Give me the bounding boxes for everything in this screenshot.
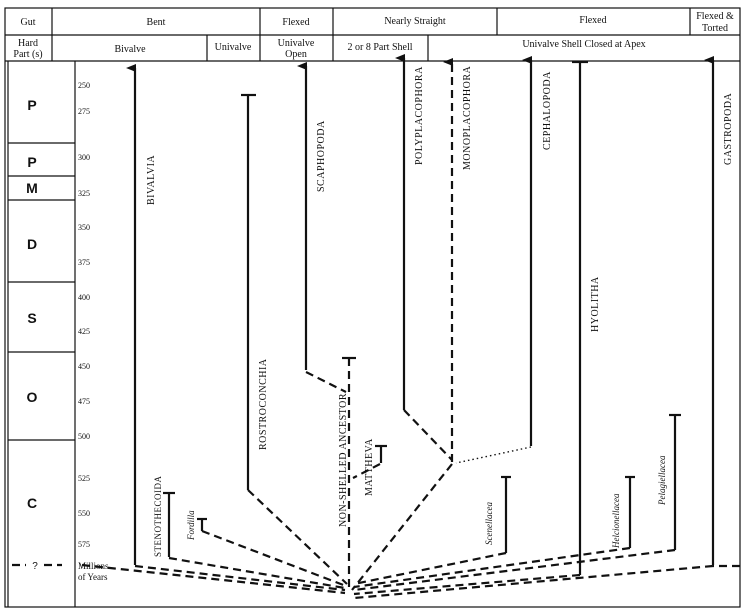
label-polyplacophora: POLYPLACOPHORA xyxy=(414,66,425,165)
hard-bivalve: Bivalve xyxy=(114,44,146,55)
period-silurian: S xyxy=(27,310,36,326)
period-mississippian: M xyxy=(26,180,38,196)
label-bivalvia: BIVALVIA xyxy=(146,155,157,205)
label-non-shelled-ancestor: NON-SHELLED ANCESTOR xyxy=(338,393,349,527)
label-helcionellacea: Helcionellacea xyxy=(611,493,621,549)
gut-nearly-straight: Nearly Straight xyxy=(384,16,446,27)
gut-flexed-torted: Flexed & xyxy=(696,11,734,22)
hard-univalve-closed: Univalve Shell Closed at Apex xyxy=(522,39,645,50)
gut-bent: Bent xyxy=(147,17,166,28)
label-fordilla: Fordilla xyxy=(186,510,196,541)
hard-univalve-open: Univalve xyxy=(278,38,315,49)
age-tick-label: 575 xyxy=(78,540,90,549)
hard-parts-label: Hard xyxy=(18,38,38,49)
label-hyolitha: HYOLITHA xyxy=(590,276,601,332)
period-permian: P xyxy=(27,97,36,113)
gut-flexed: Flexed xyxy=(282,17,309,28)
age-tick-label: 500 xyxy=(78,432,90,441)
age-tick-label: 325 xyxy=(78,189,90,198)
age-tick-label: 475 xyxy=(78,397,90,406)
period-cambrian: C xyxy=(27,495,37,511)
hard-parts-label-2: Part (s) xyxy=(13,49,42,60)
period-pennsylvanian: P xyxy=(27,154,36,170)
age-tick-label: 425 xyxy=(78,327,90,336)
label-pelagiellacea: Pelagiellacea xyxy=(657,455,667,506)
period-unknown: ? xyxy=(32,561,38,572)
label-scaphopoda: SCAPHOPODA xyxy=(316,120,327,192)
gut-flexed-2: Flexed xyxy=(579,15,606,26)
hard-univalve-open-2: Open xyxy=(285,49,307,60)
period-devonian: D xyxy=(27,236,37,252)
label-mattheva: MATTHEVA xyxy=(364,438,375,496)
hard-part-shell: 2 or 8 Part Shell xyxy=(348,42,413,53)
label-scenellacea: Scenellacea xyxy=(484,502,494,545)
hard-univalve: Univalve xyxy=(215,42,252,53)
age-tick-label: 275 xyxy=(78,107,90,116)
axis-label: Millions xyxy=(78,561,109,571)
age-tick-label: 525 xyxy=(78,474,90,483)
gut-flexed-torted-2: Torted xyxy=(702,23,728,34)
lineages xyxy=(81,54,740,600)
age-axis: 250 275 300 325 350 375 400 425 450 475 500 525 550 5… xyxy=(78,81,90,549)
age-tick-label: 350 xyxy=(78,223,90,232)
period-ordovician: O xyxy=(27,389,38,405)
gut-label: Gut xyxy=(21,17,36,28)
label-cephalopoda: CEPHALOPODA xyxy=(542,71,553,150)
age-tick-label: 450 xyxy=(78,362,90,371)
age-tick-label: 300 xyxy=(78,153,90,162)
label-stenothecoida: STENOTHECOIDA xyxy=(153,476,163,558)
label-gastropoda: GASTROPODA xyxy=(723,92,734,165)
age-tick-label: 550 xyxy=(78,509,90,518)
age-tick-label: 375 xyxy=(78,258,90,267)
axis-label-2: of Years xyxy=(78,572,108,582)
label-rostroconchia: ROSTROCONCHIA xyxy=(258,358,269,450)
age-tick-label: 400 xyxy=(78,293,90,302)
label-monoplacophora: MONOPLACOPHORA xyxy=(462,65,473,170)
table-grid xyxy=(4,7,741,608)
age-tick-label: 250 xyxy=(78,81,90,90)
